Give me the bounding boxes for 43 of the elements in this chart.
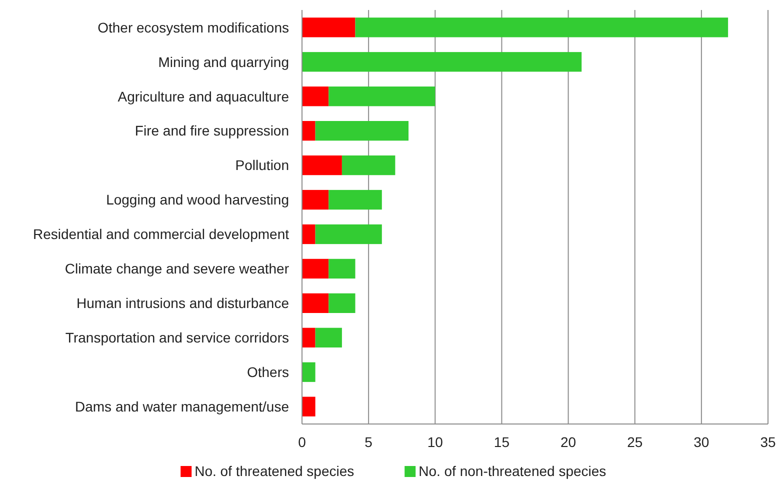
- bar: [302, 293, 329, 314]
- bar: [302, 121, 316, 141]
- bar: [302, 18, 356, 38]
- bar: [315, 224, 382, 244]
- bar: [302, 362, 316, 382]
- bar: [302, 52, 582, 72]
- bar: [302, 224, 316, 244]
- y-tick-label: Climate change and severe weather: [64, 260, 290, 277]
- x-tick-label: 0: [298, 434, 306, 450]
- y-tick-label: Logging and wood harvesting: [106, 192, 289, 208]
- legend-label: No. of threatened species: [194, 463, 354, 479]
- bar: [315, 328, 342, 348]
- y-tick-label: Dams and water management/use: [75, 398, 290, 414]
- bar: [355, 18, 728, 38]
- x-tick-label: 35: [760, 434, 776, 450]
- bar: [328, 190, 382, 210]
- y-tick-label: Fire and fire suppression: [134, 122, 289, 139]
- bar: [328, 293, 356, 314]
- y-tick-label: Pollution: [235, 157, 289, 174]
- y-tick-label: Human intrusions and disturbance: [76, 295, 290, 312]
- y-tick-label: Mining and quarrying: [158, 54, 289, 70]
- y-tick-label: Other ecosystem modifications: [98, 19, 289, 36]
- x-tick-label: 20: [560, 434, 576, 450]
- bar: [302, 396, 316, 416]
- bar: [328, 258, 356, 279]
- x-tick-label: 25: [627, 434, 643, 450]
- y-tick-label: Residential and commercial development: [32, 226, 290, 242]
- bar: [302, 258, 329, 279]
- bar: [302, 328, 316, 348]
- x-tick-label: 5: [364, 434, 373, 450]
- x-tick-label: 30: [694, 434, 710, 450]
- bar: [342, 155, 396, 176]
- bar: [302, 190, 329, 210]
- y-tick-label: Others: [246, 364, 289, 380]
- y-tick-label: Transportation and service corridors: [65, 330, 289, 346]
- legend-label: No. of non-threatened species: [418, 463, 606, 479]
- y-tick-label: Agriculture and aquaculture: [118, 88, 290, 104]
- x-tick-label: 10: [427, 434, 444, 450]
- bar: [315, 121, 409, 141]
- bar: [328, 86, 436, 106]
- bar: [302, 155, 342, 176]
- bar: [302, 86, 329, 106]
- x-tick-label: 15: [494, 434, 510, 450]
